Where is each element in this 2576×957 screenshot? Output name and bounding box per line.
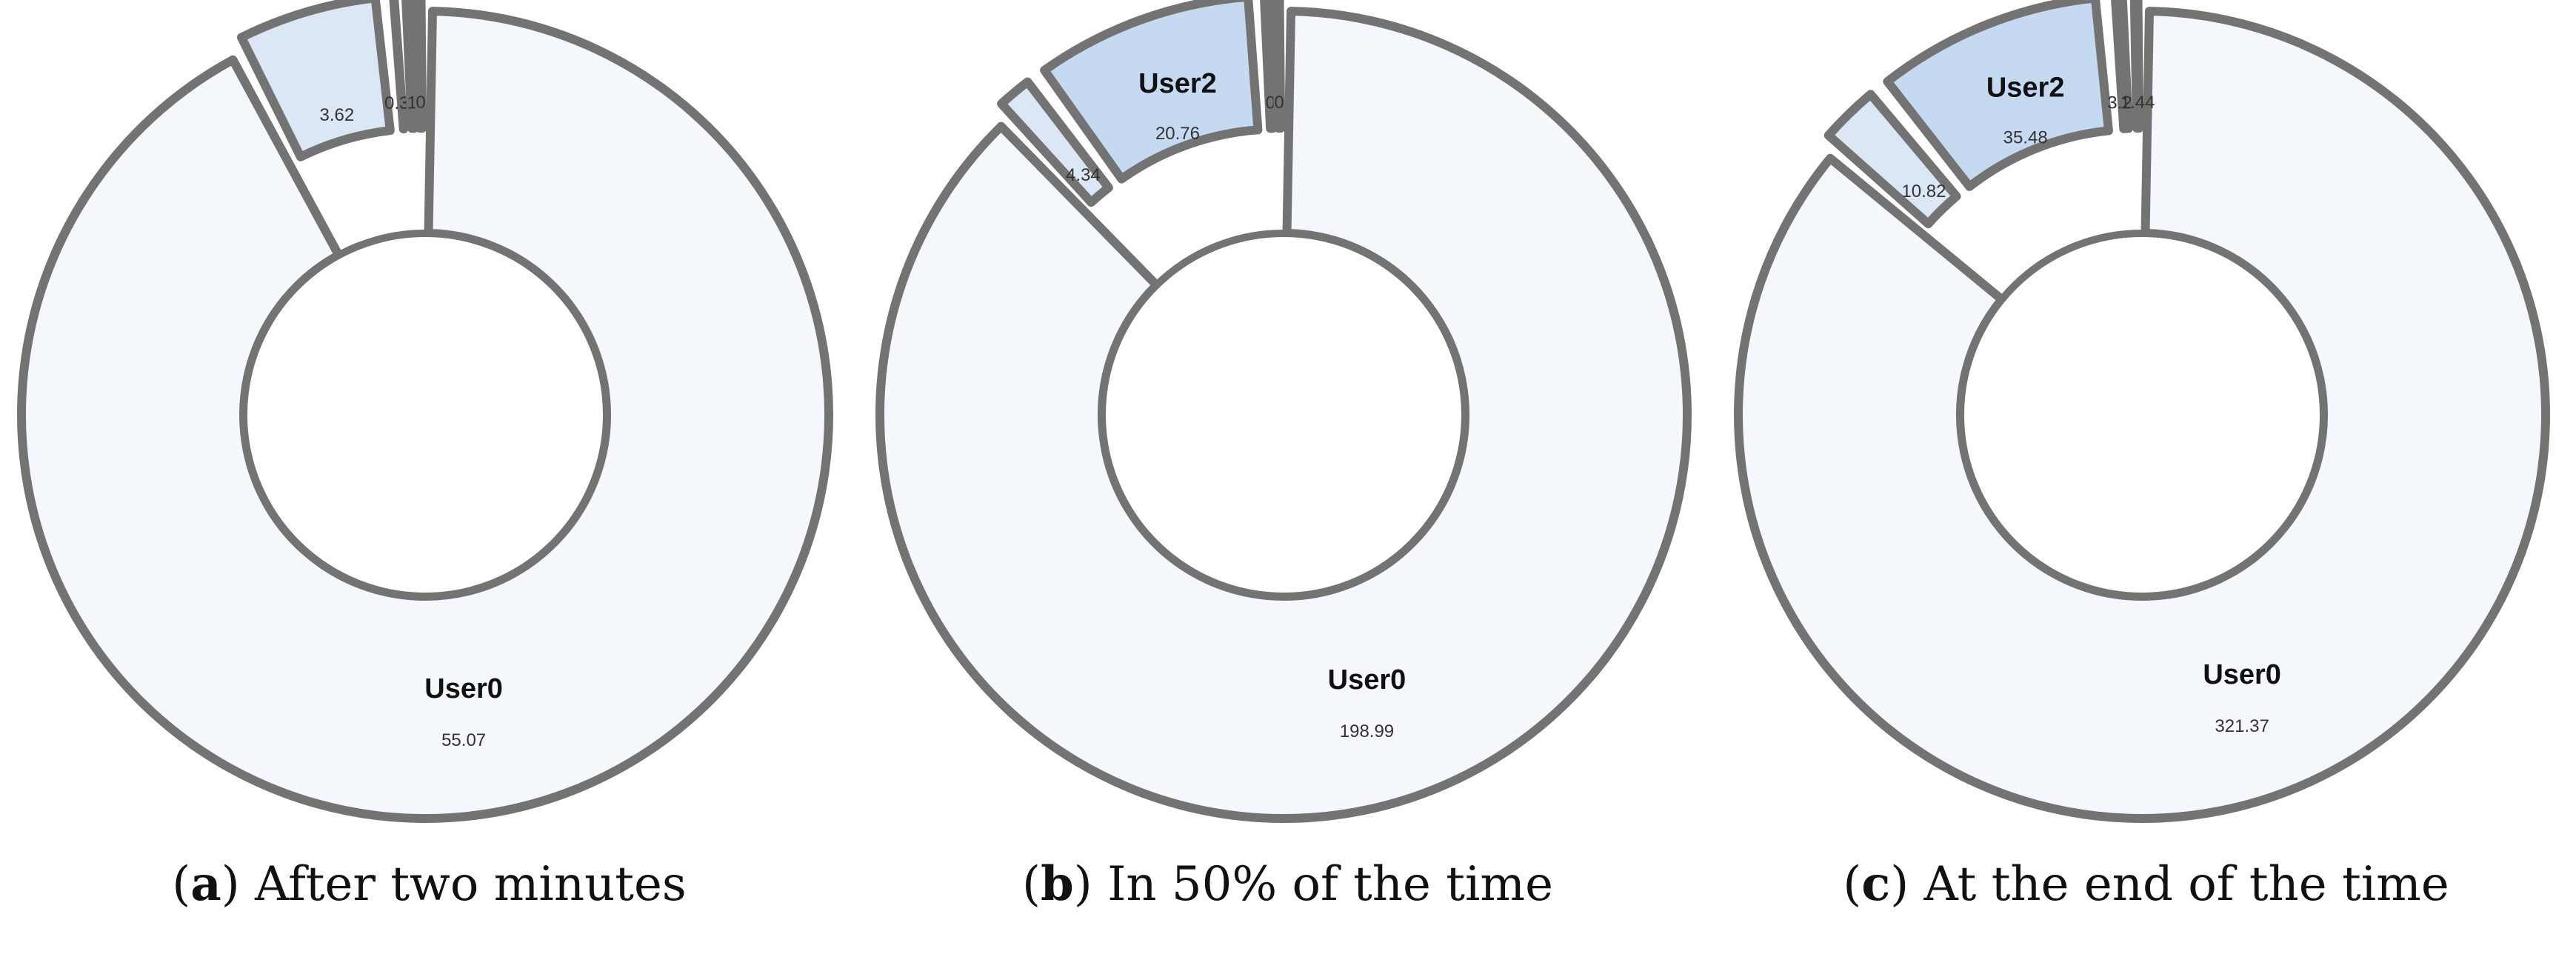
caption-b: (b) In 50% of the time — [1022, 856, 1553, 912]
caption-a: (a) After two minutes — [172, 856, 687, 912]
slice-value-a-4: 0 — [416, 93, 425, 113]
slice-b-4 — [1271, 0, 1286, 133]
slice-a-4 — [413, 0, 427, 133]
caption-a-text: After two minutes — [255, 857, 687, 912]
slice-name-b-2: User2 — [1138, 68, 1217, 99]
caption-b-text: In 50% of the time — [1107, 857, 1553, 912]
slice-value-b-1: 4.34 — [1066, 165, 1101, 185]
slice-c-4 — [2129, 0, 2144, 133]
caption-c-letter: c — [1861, 856, 1891, 912]
slice-value-a-0: 55.07 — [441, 730, 486, 750]
slice-a-2 — [389, 0, 409, 134]
slice-value-b-2: 20.76 — [1155, 124, 1200, 144]
slice-a-3 — [401, 0, 419, 133]
caption-a-letter: a — [190, 856, 221, 912]
donut-chart-b: User0 198.99 4.34 User2 20.76 00 — [875, 0, 1692, 823]
slice-value-c-1: 10.82 — [1901, 181, 1946, 201]
slice-name-a-0: User0 — [424, 673, 503, 704]
slice-value-b-4: 0 — [1274, 93, 1284, 113]
slice-c-3 — [2111, 0, 2133, 133]
donut-hole-c — [1957, 230, 2327, 600]
slice-value-a-3: 1 — [407, 93, 417, 113]
slice-value-c-2: 35.48 — [2003, 127, 2048, 147]
slice-name-b-0: User0 — [1328, 664, 1407, 696]
slice-name-c-2: User2 — [1986, 72, 2065, 103]
donut-hole-a — [240, 230, 610, 600]
slice-b-1 — [997, 77, 1113, 207]
caption-c: (c) At the end of the time — [1843, 856, 2449, 912]
slice-value-a-1: 3.62 — [320, 105, 355, 125]
slice-b-3 — [1260, 0, 1278, 133]
caption-b-letter: b — [1041, 856, 1074, 912]
slice-value-b-0: 198.99 — [1340, 721, 1394, 741]
slice-b-2 — [1040, 0, 1263, 184]
slice-value-c-4: 1.44 — [2120, 93, 2155, 113]
caption-c-text: At the end of the time — [1923, 857, 2449, 912]
slice-value-c-0: 321.37 — [2215, 716, 2269, 736]
slice-a-1 — [236, 0, 395, 161]
slice-c-2 — [1883, 0, 2113, 191]
slice-name-c-0: User0 — [2203, 659, 2281, 690]
slice-value-b-3: 0 — [1266, 93, 1275, 113]
donut-hole-b — [1098, 230, 1469, 600]
slice-c-1 — [1823, 90, 1961, 229]
